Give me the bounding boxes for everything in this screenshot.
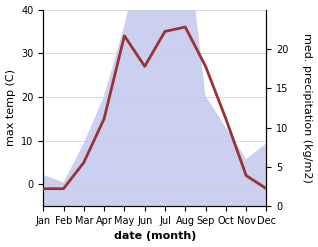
Y-axis label: max temp (C): max temp (C) — [5, 69, 16, 146]
Y-axis label: med. precipitation (kg/m2): med. precipitation (kg/m2) — [302, 33, 313, 183]
X-axis label: date (month): date (month) — [114, 231, 196, 242]
